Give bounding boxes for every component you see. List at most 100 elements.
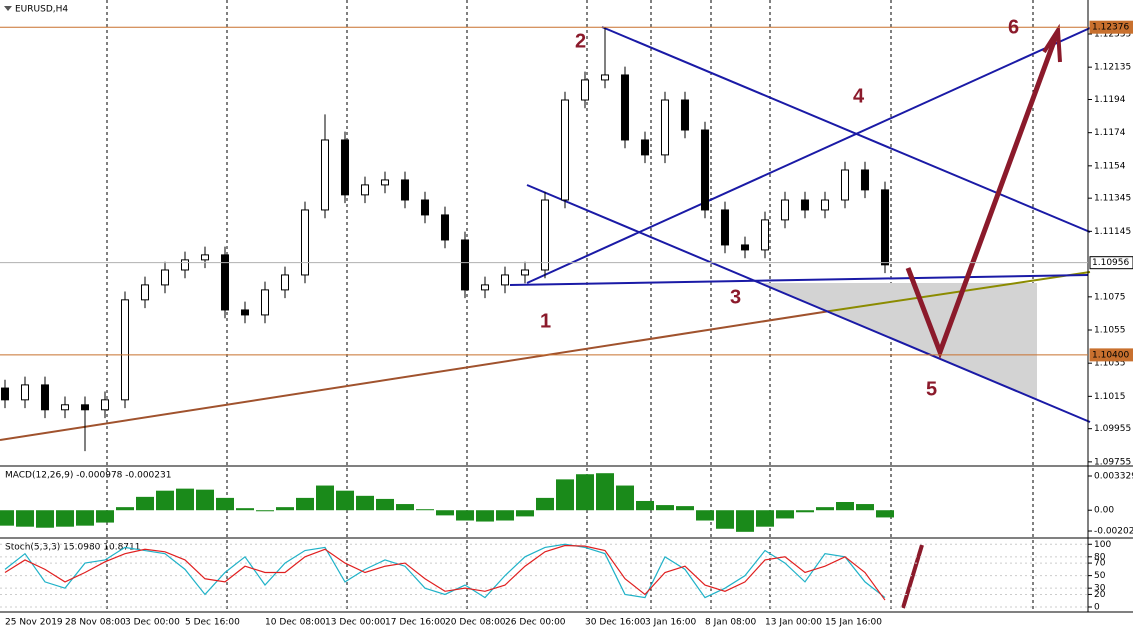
macd-bar	[756, 510, 774, 527]
macd-bar	[276, 507, 294, 511]
candle-body	[321, 139, 329, 211]
y-tick-label: 50	[1094, 571, 1106, 581]
candle-body	[781, 199, 789, 221]
candle-body	[121, 299, 129, 401]
price-label-box	[1089, 348, 1133, 362]
macd-bar	[76, 510, 94, 526]
candle-body	[861, 169, 869, 191]
macd-bar	[856, 504, 874, 511]
wave-label: 2	[575, 30, 586, 52]
y-tick-label: 100	[1094, 540, 1111, 550]
macd-bar	[696, 510, 714, 521]
x-tick-label: 3 Dec 00:00	[125, 618, 180, 628]
x-tick-label: 3 Jan 16:00	[645, 618, 697, 628]
y-tick-label: 20	[1094, 590, 1106, 600]
candle-body	[601, 74, 609, 81]
candle-body	[221, 254, 229, 311]
panel-title: Stoch(5,3,3) 15.0980 10.8711	[5, 543, 140, 553]
y-tick-label: 1.09955	[1094, 424, 1131, 434]
candle-body	[161, 269, 169, 286]
macd-bar	[136, 496, 154, 511]
macd-bar	[436, 510, 454, 516]
candle-body	[701, 129, 709, 211]
candle-body	[621, 74, 629, 141]
trendlines	[0, 23, 1091, 609]
macd-bar	[0, 510, 14, 526]
macd-bar	[36, 510, 54, 528]
y-tick-label: 1.1015	[1094, 392, 1126, 402]
price-label: 1.10400	[1092, 350, 1129, 360]
candle-body	[361, 184, 369, 196]
macd-bar	[476, 510, 494, 522]
menu-icon[interactable]	[4, 6, 12, 11]
wave-label: 4	[853, 85, 865, 107]
y-tick-label: 80	[1094, 552, 1106, 562]
stoch-line	[4, 543, 886, 599]
macd-bar	[736, 510, 754, 532]
candle-body	[261, 289, 269, 316]
wave-label: 1	[540, 310, 551, 332]
macd-bar	[96, 510, 114, 523]
price-label-box	[1089, 256, 1133, 270]
x-tick-label: 25 Nov 2019	[5, 618, 63, 628]
y-tick-label: 0.003329	[1094, 471, 1133, 481]
macd-bar	[356, 495, 374, 511]
y-tick-label: 1.1055	[1094, 326, 1126, 336]
candle-body	[441, 214, 449, 241]
candle-body	[541, 199, 549, 271]
price-label: 1.10956	[1092, 258, 1129, 268]
macd-bar	[376, 498, 394, 511]
macd-bar	[116, 507, 134, 511]
macd-bar	[56, 510, 74, 527]
candle-body	[801, 199, 809, 211]
macd-bar	[796, 510, 814, 513]
candle-body	[281, 274, 289, 291]
macd-bar	[556, 479, 574, 511]
y-tick-label: 70	[1094, 559, 1106, 569]
macd-bar	[776, 510, 794, 519]
candle-body	[521, 269, 529, 276]
y-tick-label: -0.002022	[1094, 527, 1133, 537]
y-tick-label: 1.1075	[1094, 292, 1126, 302]
macd-bar	[576, 474, 594, 511]
candle-body	[881, 189, 889, 266]
macd-bar	[16, 510, 34, 527]
candle-body	[661, 99, 669, 156]
candle-body	[181, 259, 189, 271]
panel-title: EURUSD,H4	[15, 5, 68, 15]
macd-bar	[456, 510, 474, 521]
y-tick-label: 1.11145	[1094, 227, 1131, 237]
macd-bar	[536, 497, 554, 511]
y-tick-label: 1.1174	[1094, 128, 1126, 138]
macd-bar	[176, 488, 194, 511]
macd-bar	[656, 505, 674, 511]
x-tick-label: 28 Nov 08:00	[65, 618, 126, 628]
candle-body	[381, 179, 389, 186]
wave-label: 5	[926, 378, 937, 400]
x-tick-label: 15 Jan 16:00	[825, 618, 882, 628]
candle-body	[21, 384, 29, 401]
price-label-box	[1089, 20, 1133, 34]
macd-bar	[876, 510, 894, 518]
candle-body	[841, 169, 849, 201]
macd-bar	[816, 507, 834, 511]
macd-bar	[616, 485, 634, 511]
y-tick-label: 1.09755	[1094, 457, 1131, 467]
macd-bar	[196, 489, 214, 511]
candle-body	[201, 254, 209, 261]
candle-body	[721, 209, 729, 246]
y-tick-label: 1.12335	[1094, 29, 1131, 39]
candle-body	[241, 309, 249, 316]
x-tick-label: 20 Dec 08:00	[445, 618, 506, 628]
candle-body	[761, 219, 769, 251]
x-tick-label: 26 Dec 00:00	[505, 618, 566, 628]
x-tick-label: 8 Jan 08:00	[705, 618, 757, 628]
stoch-line	[4, 544, 886, 601]
macd-bar	[216, 497, 234, 511]
y-tick-label: 0	[1094, 602, 1100, 612]
price-label: 1.12376	[1092, 23, 1129, 33]
x-tick-label: 30 Dec 16:00	[585, 618, 646, 628]
candle-body	[821, 199, 829, 211]
macd-bar	[236, 508, 254, 511]
